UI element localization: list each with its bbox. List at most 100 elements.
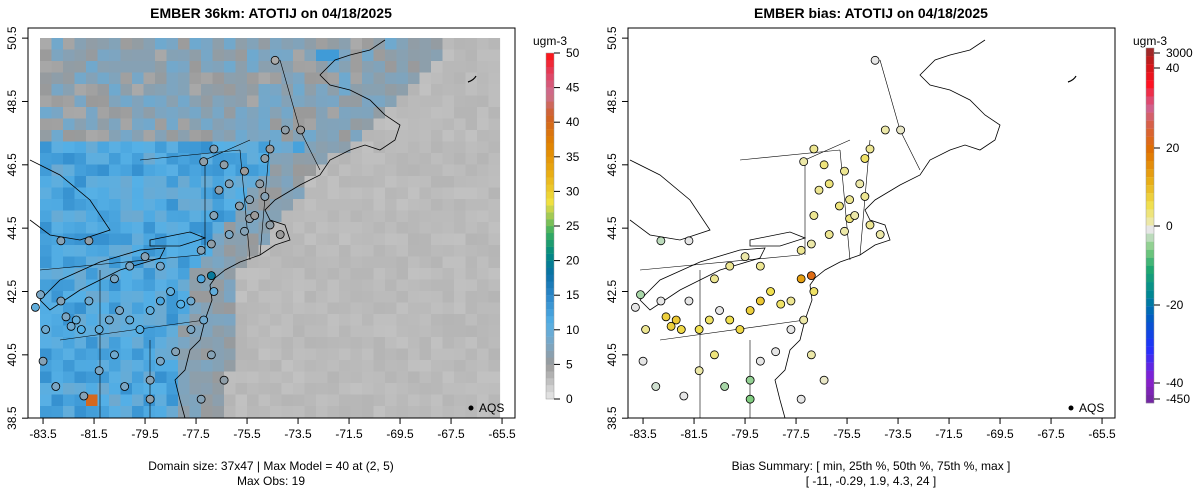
grid-cell (350, 107, 363, 119)
grid-cell (431, 360, 443, 372)
grid-cell (327, 84, 340, 96)
grid-cell (293, 49, 305, 62)
grid-cell (454, 118, 466, 131)
grid-cell (385, 61, 397, 73)
grid-cell (143, 49, 156, 62)
grid-cell (224, 210, 236, 223)
grid-cell (442, 394, 455, 407)
grid-cell (40, 199, 52, 211)
grid-cell (350, 279, 363, 292)
grid-cell (258, 210, 271, 223)
grid-cell (97, 233, 110, 246)
grid-cell (155, 84, 167, 96)
bias-point (735, 325, 745, 334)
grid-cell (247, 325, 259, 338)
grid-cell (488, 130, 501, 142)
grid-cell (396, 279, 409, 292)
grid-cell (339, 302, 351, 315)
colorbar-swatch (1146, 265, 1154, 275)
grid-cell (396, 233, 409, 246)
grid-cell (396, 187, 409, 200)
grid-cell (419, 325, 432, 338)
grid-cell (431, 187, 443, 200)
grid-cell (201, 199, 213, 211)
grid-cell (201, 406, 213, 418)
grid-cell (396, 118, 409, 131)
grid-cell (189, 107, 202, 119)
grid-cell (189, 187, 202, 200)
grid-cell (350, 348, 363, 361)
grid-cell (74, 95, 87, 108)
grid-cell (350, 302, 363, 315)
grid-cell (120, 141, 133, 154)
colorbar-tick-label: 0 (1166, 219, 1173, 233)
grid-cell (270, 337, 282, 349)
grid-cell (155, 337, 167, 349)
grid-cell (304, 49, 317, 62)
grid-cell (350, 61, 363, 73)
grid-cell (488, 233, 501, 246)
colorbar-swatch (1146, 80, 1154, 89)
bias-point (834, 201, 844, 211)
grid-cell (293, 245, 305, 257)
colorbar-swatch (1146, 96, 1154, 105)
colorbar-swatch (546, 343, 554, 351)
grid-cell (235, 84, 248, 96)
grid-cell (40, 268, 52, 280)
grid-cell (155, 394, 167, 407)
x-tick-label: -65.5 (1088, 427, 1116, 441)
grid-cell (316, 176, 328, 188)
colorbar-tick-label: 20 (1166, 141, 1180, 155)
grid-cell (201, 84, 213, 96)
grid-cell (40, 279, 52, 292)
grid-cell (350, 84, 363, 96)
grid-cell (431, 84, 443, 96)
bias-point (776, 299, 786, 309)
grid-cell (258, 406, 271, 418)
grid-cell (132, 176, 144, 188)
grid-cell (247, 394, 259, 407)
grid-cell (40, 118, 52, 131)
colorbar-swatch (546, 156, 554, 164)
grid-cell (385, 164, 397, 177)
grid-cell (477, 153, 489, 165)
grid-cell (212, 107, 225, 119)
grid-cell (155, 233, 167, 246)
grid-cell (97, 84, 110, 96)
grid-cell (109, 394, 121, 407)
bias-point (704, 315, 714, 325)
bias-point (641, 325, 650, 334)
grid-cell (373, 245, 386, 257)
grid-cell (465, 38, 478, 50)
grid-cell (224, 72, 236, 85)
grid-cell (86, 130, 98, 142)
grid-cell (362, 118, 374, 131)
grid-cell (465, 371, 478, 384)
grid-cell (235, 141, 248, 154)
grid-cell (120, 245, 133, 257)
grid-cell (477, 187, 489, 200)
grid-cell (63, 233, 75, 246)
grid-cell (120, 153, 133, 165)
grid-cell (51, 61, 64, 73)
obs-point (51, 382, 61, 391)
grid-cell (385, 348, 397, 361)
y-tick-label: 42.5 (5, 279, 19, 303)
grid-cell (86, 153, 98, 165)
grid-cell (109, 61, 121, 73)
footer-line-1: Bias Summary: [ min, 25th %, 50th %, 75t… (732, 459, 1011, 473)
grid-cell (201, 245, 213, 257)
grid-cell (442, 38, 455, 50)
grid-cell (178, 72, 190, 85)
grid-cell (488, 383, 501, 395)
grid-cell (408, 268, 420, 280)
grid-cell (488, 371, 501, 384)
grid-cell (166, 210, 179, 223)
grid-cell (477, 245, 489, 257)
grid-cell (235, 360, 248, 372)
grid-cell (304, 256, 317, 269)
grid-cell (408, 314, 420, 326)
observation-points (30, 55, 305, 404)
grid-cell (373, 302, 386, 315)
colorbar-tick-label: 3000 (1166, 46, 1193, 60)
